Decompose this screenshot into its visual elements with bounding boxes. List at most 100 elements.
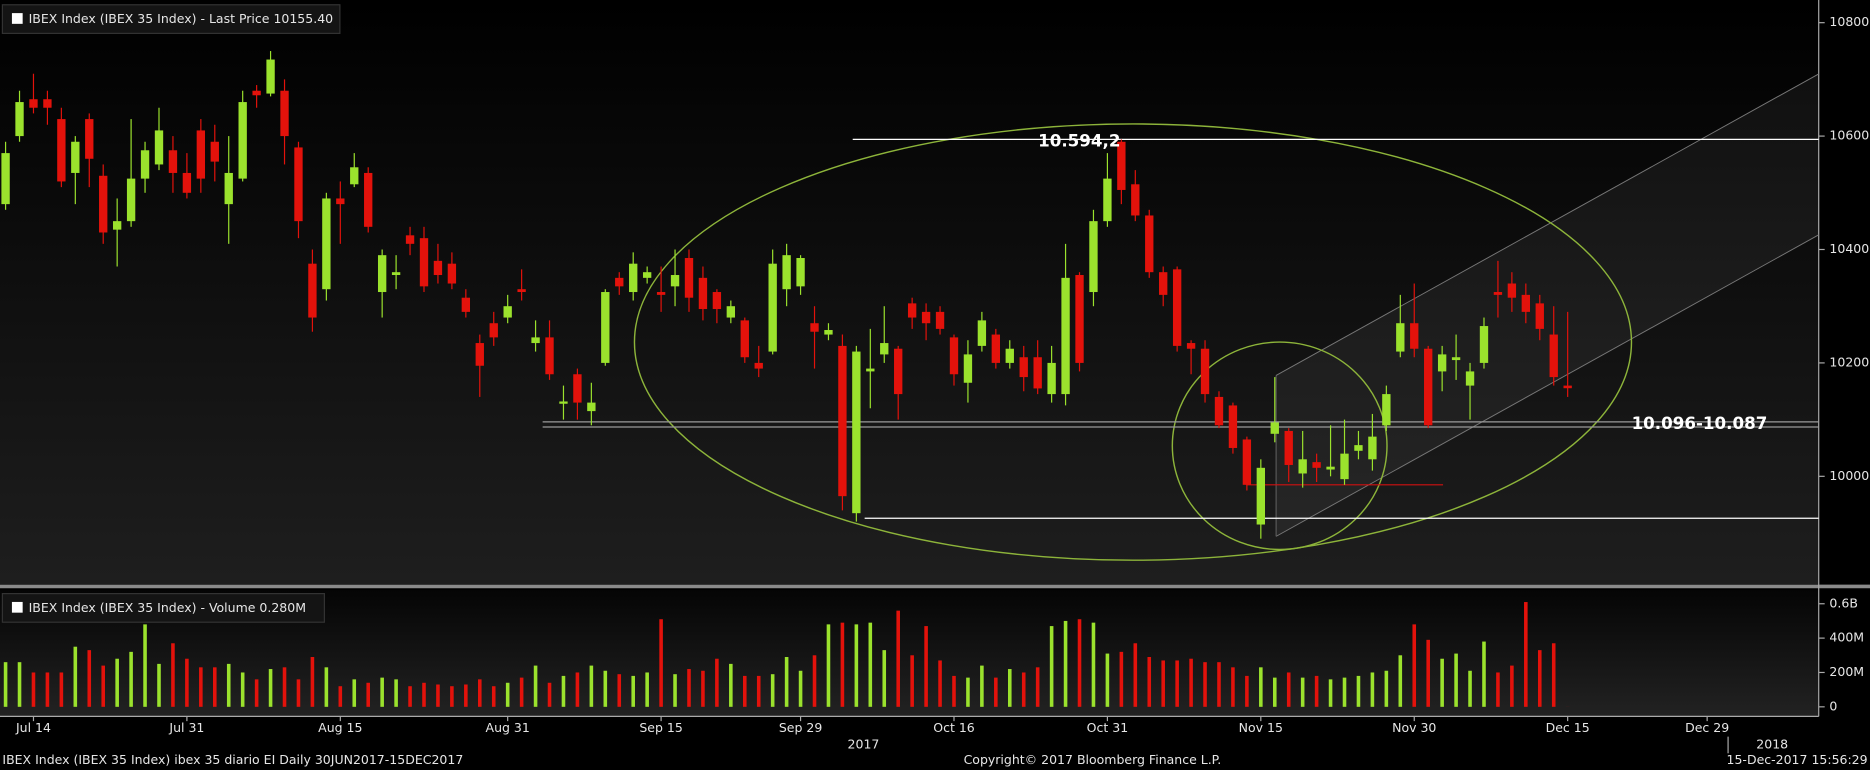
volume-bar xyxy=(1091,622,1096,707)
volume-bar xyxy=(1482,641,1486,707)
volume-bar xyxy=(491,686,496,707)
volume-bar xyxy=(1454,653,1458,707)
candle-body xyxy=(1033,357,1042,389)
volume-bar xyxy=(812,655,817,707)
candle-body xyxy=(1145,215,1154,273)
candle-body xyxy=(670,275,680,287)
volume-bar xyxy=(1217,662,1221,707)
volume-bar xyxy=(910,655,914,707)
volume-bar xyxy=(729,663,733,707)
circle xyxy=(1171,341,1388,551)
x-tick-label: Jul 14 xyxy=(15,720,51,735)
volume-bar xyxy=(673,674,677,707)
volume-bar xyxy=(282,667,287,707)
volume-bar xyxy=(1496,672,1500,707)
candle-body xyxy=(963,354,973,383)
volume-bar xyxy=(575,672,580,707)
x-tick-label: Sep 15 xyxy=(639,720,682,735)
volume-bar xyxy=(240,672,245,707)
volume-bar xyxy=(798,670,803,707)
candle-body xyxy=(1117,141,1126,190)
legend-label: IBEX Index (IBEX 35 Index) - Volume 0.28… xyxy=(29,600,306,615)
candle-body xyxy=(726,306,736,318)
ellipse xyxy=(633,123,1633,561)
volume-bar xyxy=(533,665,538,707)
volume-bar xyxy=(1105,653,1110,707)
y-tick-label: 10000 xyxy=(1829,468,1869,483)
annotations xyxy=(633,73,1819,561)
legend-box xyxy=(1,4,341,34)
candle-body xyxy=(1354,445,1363,451)
volume-bar xyxy=(254,679,259,707)
candle-body xyxy=(1019,357,1028,378)
candle-body xyxy=(475,343,484,366)
volume-bar xyxy=(1426,639,1430,707)
x-tick-label: Sep 29 xyxy=(779,720,822,735)
volume-bar xyxy=(464,684,468,707)
x-tick-label: Nov 30 xyxy=(1392,720,1436,735)
volume-bar xyxy=(1119,651,1124,707)
candle-body xyxy=(1326,466,1335,470)
candle-body xyxy=(364,172,373,227)
volume-bar xyxy=(1272,677,1277,707)
candle-body xyxy=(43,99,52,108)
y-tick-label: 10800 xyxy=(1829,14,1869,29)
candle-body xyxy=(1410,323,1419,349)
candle-body xyxy=(168,150,178,173)
volume-bar xyxy=(1259,667,1263,707)
volume-bar xyxy=(854,624,859,707)
volume-bar xyxy=(143,624,147,707)
volume-bar xyxy=(840,622,845,707)
candle-body xyxy=(935,311,945,329)
candle-body xyxy=(112,221,122,230)
candle-body xyxy=(391,272,401,276)
legend-label: IBEX Index (IBEX 35 Index) - Last Price … xyxy=(29,11,334,26)
volume-bar xyxy=(115,658,119,707)
candle-body xyxy=(629,263,638,293)
candle-body xyxy=(1284,430,1293,465)
volume-bar xyxy=(924,626,928,707)
volume-bar xyxy=(1412,624,1417,707)
candle-body xyxy=(99,175,108,233)
candle-body xyxy=(1089,221,1098,293)
candle-body xyxy=(782,255,791,290)
y-tick-label: 10600 xyxy=(1829,128,1869,143)
candle-body xyxy=(1437,354,1447,372)
volume-bar xyxy=(1537,650,1542,707)
volume-bar xyxy=(450,686,454,707)
candle-body xyxy=(796,258,805,287)
candle-body xyxy=(294,147,303,222)
footer-center: Copyright© 2017 Bloomberg Finance L.P. xyxy=(964,752,1222,767)
candle-body xyxy=(336,198,345,205)
annotation: 10.594,2 xyxy=(1038,131,1120,150)
volume-bar xyxy=(519,677,524,707)
legend-icon xyxy=(11,601,23,613)
volume-bar xyxy=(226,663,231,707)
volume-bar xyxy=(756,675,761,707)
candle-body xyxy=(907,303,917,318)
candle-body xyxy=(405,235,415,244)
volume-bar xyxy=(59,672,64,707)
volume-bar xyxy=(1189,658,1193,707)
volume-bar xyxy=(770,674,775,707)
volume-bar xyxy=(1384,670,1389,707)
volume-bar xyxy=(1021,672,1026,707)
volume-bar xyxy=(1468,670,1472,707)
candle-body xyxy=(977,320,987,346)
volume-bar xyxy=(505,682,510,707)
volume-bar xyxy=(31,672,36,707)
candle-body xyxy=(1340,453,1349,480)
volume-bar xyxy=(1133,643,1138,707)
volume-bar xyxy=(199,667,203,707)
volume-bar xyxy=(422,682,426,707)
legend-box xyxy=(1,592,325,623)
candle-body xyxy=(1451,357,1461,361)
candle-body xyxy=(1424,348,1433,426)
candle-body xyxy=(1368,436,1377,460)
volume-bar xyxy=(742,675,747,707)
plot: 10000 10200 10400 10600 10800 Jul 14 Jul 31 Aug… xyxy=(1,14,1869,735)
volume-bar xyxy=(1314,675,1319,707)
candle-body xyxy=(1256,467,1266,525)
y-tick-label: 400M xyxy=(1829,630,1864,645)
candle-body xyxy=(1075,275,1084,363)
